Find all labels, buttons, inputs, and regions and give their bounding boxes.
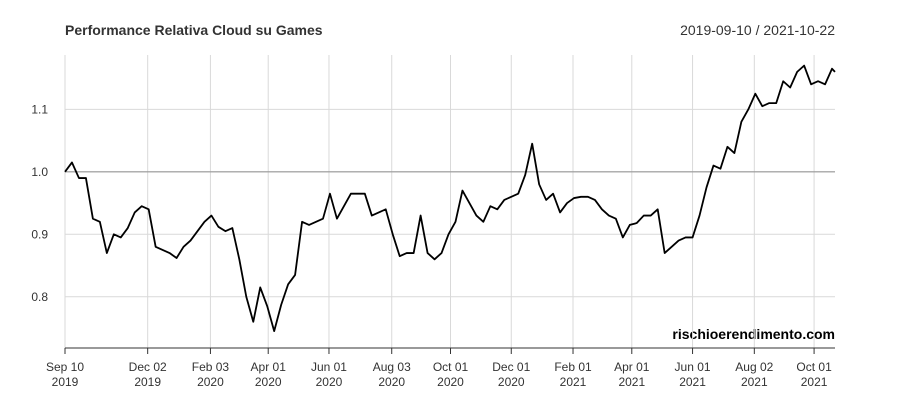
x-tick-label: Oct 01 2021 — [796, 360, 832, 389]
x-tick-label: Apr 01 2021 — [614, 360, 650, 389]
x-tick-label: Aug 02 2021 — [735, 360, 773, 389]
x-tick-label: Aug 03 2020 — [373, 360, 411, 389]
x-tick-label: Jun 01 2021 — [675, 360, 711, 389]
x-tick-label: Apr 01 2020 — [251, 360, 287, 389]
x-tick-label: Feb 03 2020 — [192, 360, 230, 389]
x-tick-label: Oct 01 2020 — [433, 360, 469, 389]
data-line — [64, 64, 836, 333]
x-tick-label: Dec 01 2020 — [492, 360, 530, 389]
watermark: rischioerendimento.com — [672, 326, 835, 342]
y-tick-label: 1.1 — [31, 102, 48, 116]
y-tick-label: 1.0 — [31, 165, 48, 179]
x-tick-label: Feb 01 2021 — [554, 360, 592, 389]
x-tick-label: Jun 01 2020 — [311, 360, 347, 389]
chart-title: Performance Relativa Cloud su Games — [65, 22, 323, 38]
x-tick-label: Sep 10 2019 — [46, 360, 84, 389]
y-tick-label: 0.8 — [31, 290, 48, 304]
x-tick-label: Dec 02 2019 — [129, 360, 167, 389]
date-range: 2019-09-10 / 2021-10-22 — [680, 22, 835, 38]
y-tick-label: 0.9 — [31, 227, 48, 241]
